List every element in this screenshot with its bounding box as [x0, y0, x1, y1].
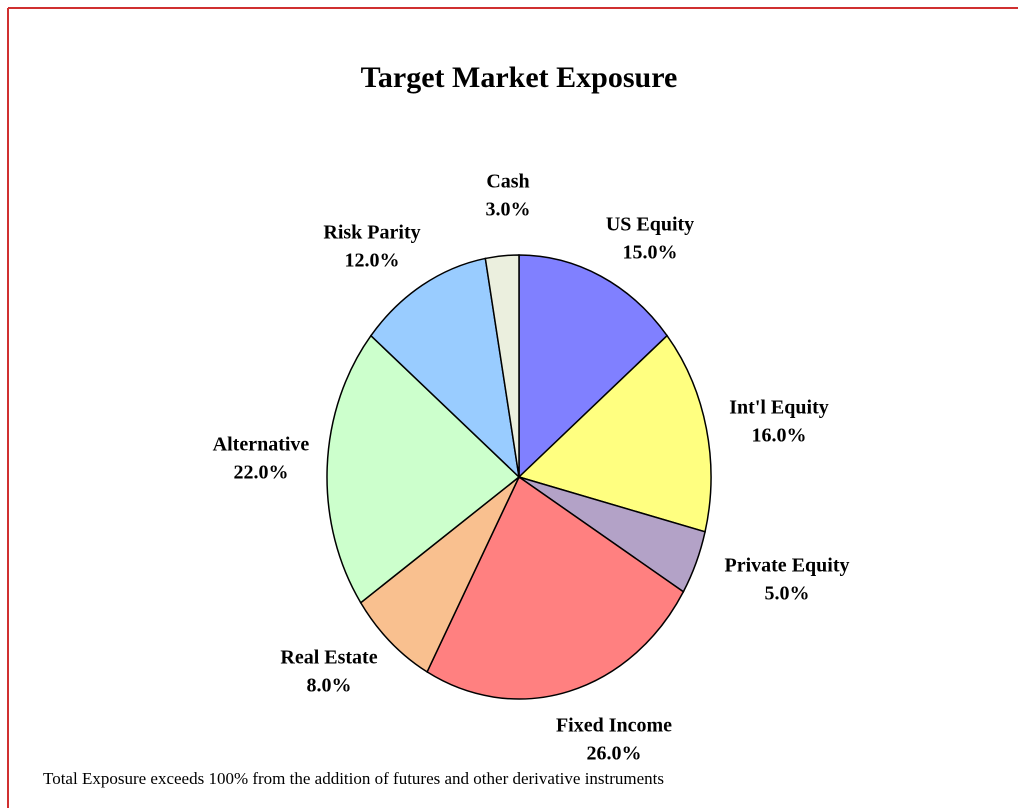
- slice-value-label: 8.0%: [307, 675, 352, 697]
- slice-label: Risk Parity: [323, 222, 420, 244]
- slice-value-label: 3.0%: [486, 199, 531, 221]
- slice-label: Real Estate: [280, 647, 377, 669]
- chart-title: Target Market Exposure: [361, 61, 678, 94]
- pie-slice: [369, 257, 521, 480]
- slice-label: Alternative: [213, 434, 310, 456]
- pie-slice: [426, 475, 685, 700]
- footnote: Total Exposure exceeds 100% from the add…: [43, 769, 664, 788]
- pie-slice: [518, 254, 669, 479]
- pie-slice: [517, 334, 712, 533]
- slice-value-label: 22.0%: [234, 462, 289, 484]
- slice-value-label: 12.0%: [345, 250, 400, 272]
- slice-value-label: 15.0%: [623, 242, 678, 264]
- slice-label: Int'l Equity: [729, 397, 828, 419]
- slice-value-label: 26.0%: [587, 743, 642, 765]
- slice-label: Private Equity: [725, 555, 850, 577]
- pie-slice: [484, 254, 520, 478]
- slice-label: US Equity: [606, 214, 694, 236]
- slice-label: Cash: [486, 171, 529, 193]
- pie-slice: [359, 476, 520, 674]
- slice-label: Fixed Income: [556, 715, 672, 737]
- slice-value-label: 5.0%: [765, 583, 810, 605]
- slice-value-label: 16.0%: [752, 425, 807, 447]
- pie-slice: [326, 334, 521, 604]
